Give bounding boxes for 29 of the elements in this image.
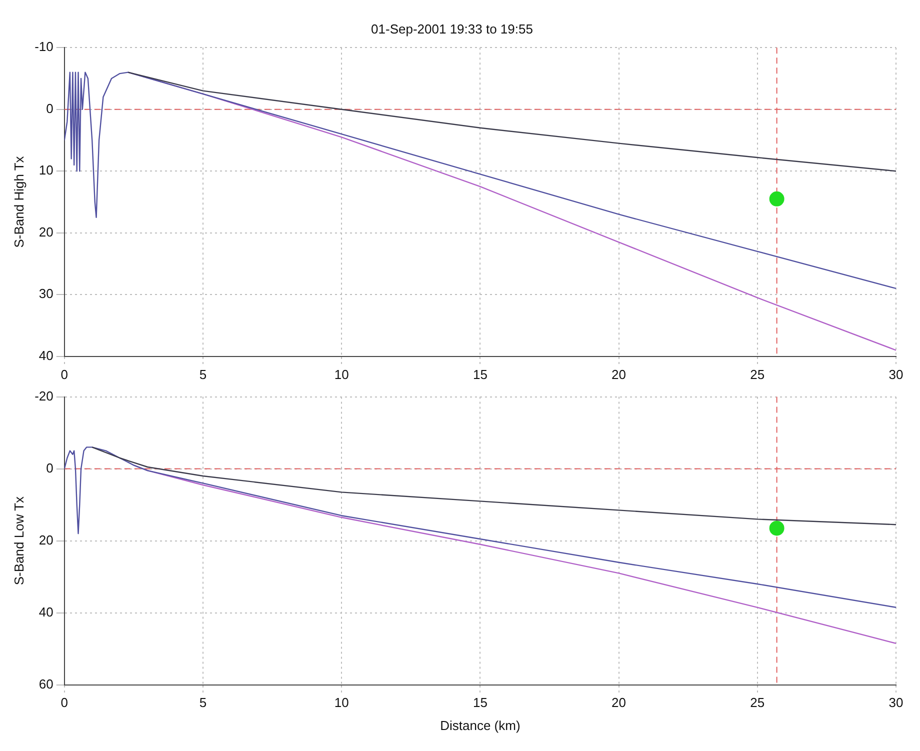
y-tick-label: 40 — [38, 604, 54, 620]
x-tick-label: 15 — [472, 695, 488, 710]
x-tick-label: 20 — [612, 695, 626, 710]
y-tick-label: 30 — [38, 286, 54, 302]
y-tick-label: 20 — [38, 532, 54, 548]
x-tick-label: 0 — [60, 366, 68, 382]
x-tick-label: 5 — [199, 695, 207, 710]
x-tick-label: 25 — [750, 695, 765, 710]
chart-title: 01-Sep-2001 19:33 to 19:55 — [371, 21, 533, 36]
x-tick-label: 10 — [334, 366, 349, 382]
x-axis-title: Distance (km) — [440, 718, 520, 733]
x-tick-label: 30 — [888, 366, 904, 382]
y-tick-label: 0 — [46, 100, 54, 116]
x-tick-label: 15 — [472, 366, 488, 382]
y-tick-label: -10 — [34, 39, 54, 54]
y-tick-label: 40 — [38, 348, 54, 363]
x-tick-label: 30 — [888, 695, 904, 710]
x-tick-label: 20 — [612, 366, 626, 382]
y-axis-title: S-Band Low Tx — [11, 496, 26, 586]
x-tick-label: 5 — [199, 366, 207, 382]
y-tick-label: 60 — [38, 676, 54, 692]
y-tick-label: 20 — [38, 224, 54, 240]
y-tick-label: 0 — [46, 460, 54, 476]
y-tick-label: -20 — [34, 388, 54, 404]
x-tick-label: 0 — [60, 695, 68, 710]
x-tick-label: 10 — [334, 695, 349, 710]
y-axis-title: S-Band High Tx — [11, 156, 26, 248]
y-tick-label: 10 — [38, 162, 54, 178]
x-tick-label: 25 — [750, 366, 765, 382]
